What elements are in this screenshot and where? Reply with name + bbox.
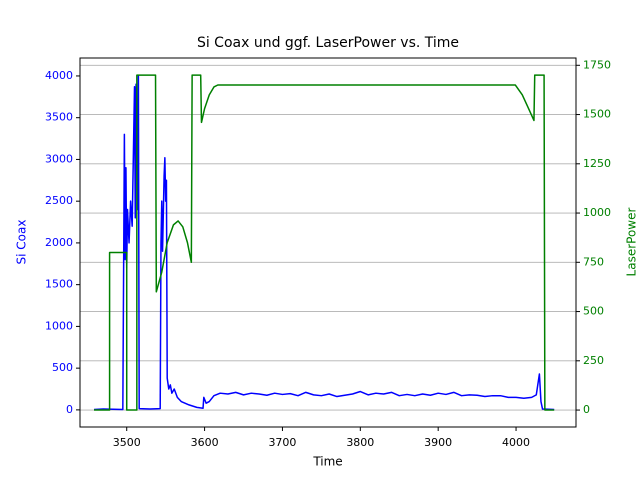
y2-axis-label: LaserPower: [625, 207, 639, 276]
y-tick-label: 1500: [45, 278, 73, 291]
plot-area: [93, 74, 555, 411]
x-tick-label: 3500: [113, 436, 141, 449]
y-tick-label: 2000: [45, 236, 73, 249]
x-tick-label: 3800: [346, 436, 374, 449]
grid: [80, 64, 576, 411]
y2-tick-label: 0: [583, 403, 590, 416]
x-tick-label: 3700: [268, 436, 296, 449]
x-tick-label: 4000: [502, 436, 530, 449]
y-tick-label: 3000: [45, 152, 73, 165]
data-line: [93, 75, 555, 411]
chart-title: Si Coax und ggf. LaserPower vs. Time: [197, 35, 459, 51]
x-tick-label: 3900: [424, 436, 452, 449]
x-axis-label: Time: [312, 455, 342, 469]
y-tick-label: 2500: [45, 194, 73, 207]
data-line: [94, 74, 555, 411]
y-axis-label: Si Coax: [15, 220, 29, 265]
y-tick-label: 500: [52, 361, 73, 374]
axes-frame: [79, 57, 577, 428]
y2-tick-label: 500: [583, 305, 604, 318]
ticks: 3500 3600 3700 3800 3900 4000 0 500 1000 1500 2000…: [45, 58, 611, 449]
y2-tick-label: 250: [583, 354, 604, 367]
y-tick-label: 1000: [45, 319, 73, 332]
y2-tick-label: 1250: [583, 157, 611, 170]
y2-tick-label: 1750: [583, 58, 611, 71]
y2-tick-label: 1500: [583, 108, 611, 121]
y-tick-label: 4000: [45, 69, 73, 82]
y2-tick-label: 1000: [583, 206, 611, 219]
y-tick-label: 3500: [45, 111, 73, 124]
y2-tick-label: 750: [583, 255, 604, 268]
y-tick-label: 0: [66, 403, 73, 416]
x-tick-label: 3600: [191, 436, 219, 449]
